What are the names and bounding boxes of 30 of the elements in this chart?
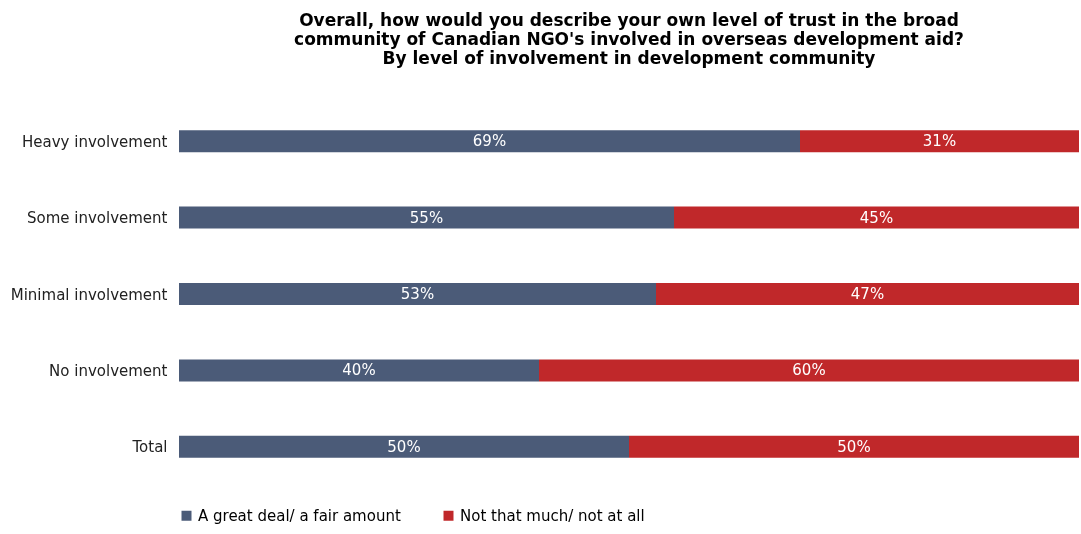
data-label: 31% [922,132,957,151]
data-label: 53% [400,285,435,303]
data-label: 45% [859,208,894,227]
data-label: 40% [342,361,376,380]
data-label: 55% [409,208,444,227]
bar [674,206,1079,229]
bar [800,130,1079,153]
bar [179,206,674,229]
text: Overall, how would you describe your own level of trust in the broad [299,10,959,30]
text: By level of involvement in development community [382,48,876,68]
bar [539,359,1079,382]
bar [179,130,800,153]
y-tick-label: Minimal involvement [10,285,168,304]
data-label: 50% [837,437,871,456]
y-tick-label: Total [131,438,168,457]
text: community of Canadian NGO's involved in overseas development aid? [294,29,964,49]
y-tick-label: No involvement [49,361,168,380]
bar [629,435,1079,458]
legend-label: Not that much/ not at all [460,506,645,525]
bar [179,283,656,305]
y-tick-label: Some involvement [26,209,168,228]
y-tick-label: Heavy involvement [22,132,168,151]
legend-label: A great deal/ a fair amount [198,506,401,525]
data-label: 60% [792,361,826,380]
bar [656,283,1079,305]
data-label: 47% [850,285,885,303]
bar [179,359,539,382]
bar [179,435,629,458]
data-label: 50% [387,437,421,456]
data-label: 69% [472,132,507,151]
